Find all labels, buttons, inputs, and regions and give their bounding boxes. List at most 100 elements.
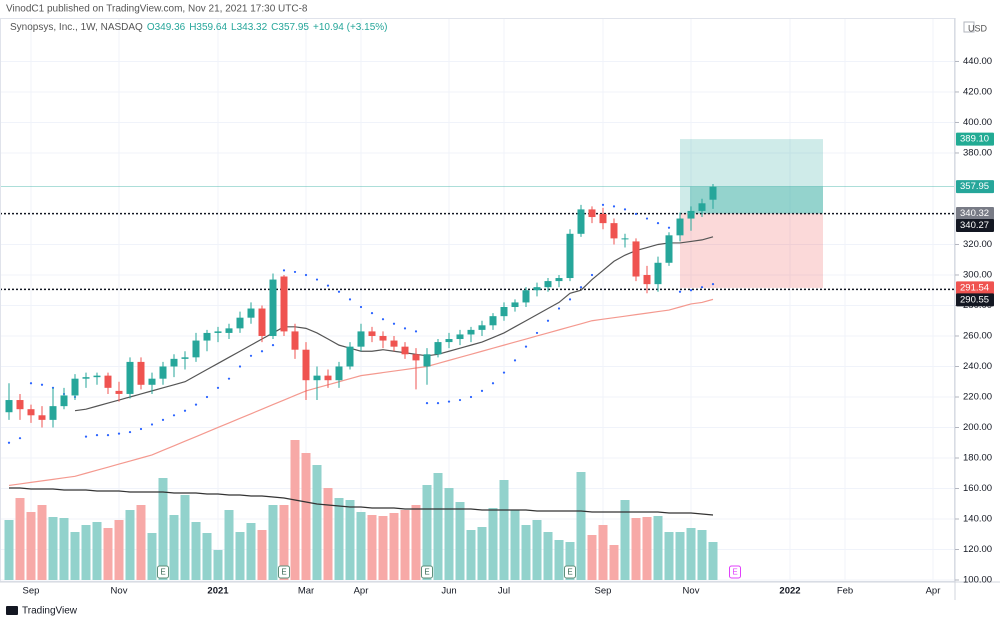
earnings-box: [564, 565, 576, 579]
volume-bar: [169, 515, 179, 580]
sar-dot: [117, 432, 121, 435]
candle-body: [214, 331, 222, 333]
x-tick-label: Nov: [683, 586, 700, 597]
volume-bar: [180, 495, 190, 580]
candle-body: [192, 340, 200, 358]
candle-body: [610, 223, 618, 239]
sar-dot: [216, 386, 220, 389]
sar-dot: [370, 312, 374, 315]
candle-body: [5, 400, 13, 413]
sar-dot: [425, 401, 429, 405]
y-tick-label: 300.00: [963, 269, 992, 280]
sar-dot: [40, 383, 44, 386]
sar-dot: [337, 290, 341, 293]
sar-dot: [282, 269, 286, 272]
moving-average: [74, 236, 714, 412]
legend-high: H359.64: [189, 22, 227, 33]
sar-dot: [249, 354, 253, 357]
sar-dot: [194, 403, 198, 406]
sar-dot: [656, 222, 660, 225]
volume-bar: [114, 520, 124, 580]
settings-icon[interactable]: [963, 21, 975, 33]
y-tick-label: 400.00: [963, 117, 992, 128]
candle-body: [588, 209, 596, 218]
earnings-box: [729, 565, 741, 579]
y-tick-label: 120.00: [963, 544, 992, 555]
volume-bar: [213, 550, 223, 580]
legend: Synopsys, Inc., 1W, NASDAQ O349.36 H359.64…: [10, 22, 387, 33]
volume-bar: [191, 522, 201, 580]
y-tick-label: 180.00: [963, 453, 992, 464]
volume-bar: [587, 535, 597, 580]
x-tick-label: Feb: [837, 586, 853, 597]
candle-body: [27, 409, 35, 416]
volume-bar: [235, 532, 245, 580]
sar-dot: [711, 283, 715, 286]
y-tick-label: 240.00: [963, 361, 992, 372]
y-tick-label: 200.00: [963, 422, 992, 433]
sar-dot: [7, 441, 11, 444]
volume-bar: [356, 512, 366, 580]
candle-body: [82, 377, 90, 379]
sar-dot: [491, 382, 495, 385]
candle-body: [533, 287, 541, 291]
sar-dot: [612, 205, 616, 208]
earnings-box: [421, 565, 433, 579]
candle-body: [665, 235, 673, 263]
sar-dot: [227, 377, 231, 380]
price-label-text: 340.32: [960, 208, 989, 219]
earnings-marker: E: [564, 565, 576, 579]
sar-dot: [414, 330, 418, 333]
price-label-box: [956, 206, 994, 220]
candle-body: [302, 349, 310, 381]
sar-dot: [183, 409, 187, 412]
sar-dot: [678, 290, 682, 293]
candle-body: [632, 241, 640, 277]
sar-dot: [84, 435, 88, 438]
candle-body: [687, 210, 695, 219]
volume-bar: [125, 510, 135, 580]
candle-body: [258, 308, 266, 336]
candle-body: [698, 203, 706, 211]
volume-bar: [433, 473, 443, 580]
candle-body: [49, 406, 57, 420]
sar-dot: [106, 434, 110, 437]
legend-low: L343.32: [231, 22, 268, 33]
volume-bar: [620, 500, 630, 580]
sar-dot: [304, 273, 308, 277]
volume-bar: [257, 530, 267, 580]
price-label-text: 340.27: [960, 220, 989, 231]
volume-ma: [9, 487, 714, 516]
sar-dot: [29, 382, 33, 385]
candle-body: [390, 340, 398, 347]
price-label-box: [956, 180, 994, 194]
y-tick-label: 160.00: [963, 483, 992, 494]
volume-bar: [422, 485, 432, 580]
volume-bar: [521, 525, 531, 580]
candle-body: [654, 262, 662, 285]
candle-body: [599, 213, 607, 224]
candle-body: [225, 328, 233, 333]
volume-bar: [400, 510, 410, 580]
currency-label: USD: [968, 23, 988, 33]
candle-body: [456, 334, 464, 340]
volume-bar: [48, 517, 58, 580]
sar-dot: [293, 270, 297, 274]
candle-body: [676, 218, 684, 236]
candle-body: [709, 186, 717, 200]
y-tick-label: 140.00: [963, 514, 992, 525]
x-tick-label: 2021: [207, 586, 229, 597]
earnings-box: [157, 565, 169, 579]
candle-body: [115, 390, 123, 394]
volume-bar: [554, 540, 564, 580]
candle-body: [555, 278, 563, 282]
volume-bar: [92, 522, 102, 580]
earnings-label: E: [567, 568, 572, 577]
volume-bar: [598, 525, 608, 580]
volume-bar: [455, 502, 465, 580]
sar-dot: [689, 289, 693, 292]
candle-body: [16, 400, 24, 410]
legend-symbol: Synopsys, Inc., 1W, NASDAQ: [10, 22, 143, 33]
candle-body: [269, 279, 277, 336]
candle-body: [170, 358, 178, 367]
